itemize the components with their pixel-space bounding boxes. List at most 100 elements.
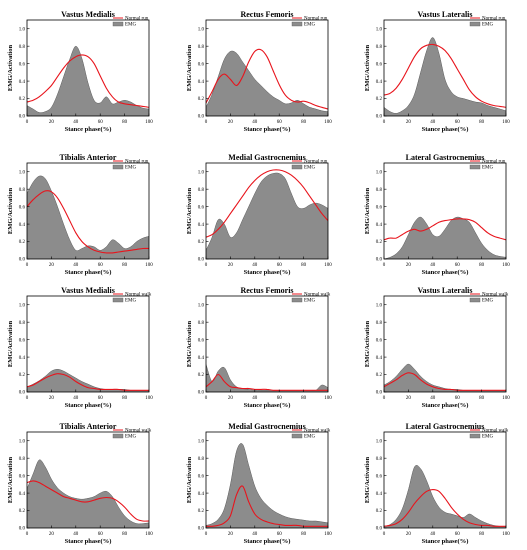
legend-label: Normal walk bbox=[304, 429, 331, 434]
y-axis-label: EMG/Activation bbox=[7, 188, 14, 235]
y-tick-label: 0.8 bbox=[19, 45, 26, 50]
legend-label: EMG bbox=[304, 435, 316, 440]
x-tick-label: 60 bbox=[98, 120, 104, 125]
y-tick-label: 1.0 bbox=[198, 439, 205, 444]
emg-area-series bbox=[27, 369, 149, 392]
chart-title: Tibialis Anterior bbox=[60, 153, 117, 162]
y-tick-label: 0.4 bbox=[19, 492, 26, 497]
x-axis-label: Stance phase(%) bbox=[244, 126, 291, 133]
plot-frame bbox=[26, 295, 150, 393]
activation-line-series bbox=[206, 485, 328, 527]
y-tick-label: 1.0 bbox=[19, 170, 26, 175]
activation-line-series bbox=[27, 480, 149, 522]
x-tick-label: 0 bbox=[383, 396, 386, 401]
chart-panel: Rectus Femoris 0 20 40 60 80 100 0.0 0.2 0.4 0.6 0.… bbox=[186, 286, 332, 409]
plot-frame bbox=[383, 19, 507, 117]
y-tick-label: 0.8 bbox=[19, 321, 26, 326]
chart-panel: Vastus Lateralis 0 20 40 60 80 100 0.0 0.2 0.4 0.6… bbox=[364, 286, 510, 409]
x-tick-label: 0 bbox=[26, 120, 29, 125]
legend-area-swatch bbox=[291, 21, 303, 27]
x-tick-label: 100 bbox=[324, 532, 332, 537]
chart-panel: Medial Gastrocnemius 0 20 40 60 80 100 0.0 0.2 0.… bbox=[186, 422, 332, 545]
chart-panel: Vastus Medialis 0 20 40 60 80 100 0.0 0.2 0.4 0.6 0… bbox=[7, 10, 153, 133]
activation-line-series bbox=[384, 489, 506, 527]
y-tick-label: 0.0 bbox=[376, 391, 383, 396]
x-tick-label: 80 bbox=[479, 263, 485, 268]
y-tick-label: 0.8 bbox=[19, 188, 26, 193]
x-tick-label: 80 bbox=[479, 532, 485, 537]
x-tick-label: 40 bbox=[430, 396, 436, 401]
legend-area-swatch bbox=[112, 297, 124, 303]
x-tick-label: 80 bbox=[122, 396, 128, 401]
emg-area-series bbox=[206, 364, 328, 392]
x-tick-label: 40 bbox=[252, 396, 258, 401]
chart-panel: Tibialis Anterior 0 20 40 60 80 100 0.0 0.2 0.4 0.… bbox=[7, 422, 153, 545]
x-tick-label: 20 bbox=[406, 396, 412, 401]
y-tick-label: 1.0 bbox=[198, 27, 205, 32]
y-tick-label: 0.0 bbox=[19, 115, 26, 120]
x-tick-label: 40 bbox=[430, 263, 436, 268]
legend-label: Normal run bbox=[482, 17, 506, 22]
y-tick-label: 0.0 bbox=[376, 115, 383, 120]
x-tick-label: 60 bbox=[277, 532, 283, 537]
y-tick-label: 0.2 bbox=[376, 509, 383, 514]
x-tick-label: 60 bbox=[455, 263, 461, 268]
y-tick-label: 1.0 bbox=[19, 27, 26, 32]
chart-panel: Tibialis Anterior 0 20 40 60 80 100 0.0 0.2 0.4 0.… bbox=[7, 153, 153, 276]
legend-label: EMG bbox=[304, 299, 316, 304]
y-tick-label: 0.6 bbox=[376, 338, 383, 343]
activation-line-series bbox=[206, 48, 328, 110]
x-tick-label: 20 bbox=[49, 263, 55, 268]
chart-title: Medial Gastrocnemius bbox=[228, 422, 305, 431]
x-tick-label: 60 bbox=[98, 263, 104, 268]
emg-area-series bbox=[206, 50, 328, 116]
legend-label: EMG bbox=[304, 166, 316, 171]
y-axis-label: EMG/Activation bbox=[186, 45, 193, 92]
y-tick-label: 0.2 bbox=[19, 373, 26, 378]
y-tick-label: 0.0 bbox=[198, 115, 205, 120]
x-tick-label: 40 bbox=[252, 263, 258, 268]
chart-panel: Lateral Gastrocnemius 0 20 40 60 80 100 0.0 0.2 0… bbox=[364, 153, 510, 276]
legend-area-swatch bbox=[469, 21, 481, 27]
y-tick-label: 0.2 bbox=[198, 509, 205, 514]
legend-area-swatch bbox=[112, 21, 124, 27]
x-tick-label: 60 bbox=[277, 120, 283, 125]
y-tick-label: 0.6 bbox=[19, 205, 26, 210]
y-tick-label: 0.8 bbox=[198, 457, 205, 462]
legend-area-swatch bbox=[291, 297, 303, 303]
y-tick-label: 0.6 bbox=[376, 205, 383, 210]
plot-frame bbox=[205, 431, 329, 529]
y-tick-label: 0.0 bbox=[198, 258, 205, 263]
plot-frame bbox=[205, 19, 329, 117]
legend-label: Normal run bbox=[125, 17, 149, 22]
y-axis-label: EMG/Activation bbox=[364, 188, 371, 235]
y-tick-label: 0.4 bbox=[198, 223, 205, 228]
activation-line-series bbox=[206, 169, 328, 238]
x-tick-label: 0 bbox=[26, 396, 29, 401]
y-tick-label: 0.8 bbox=[198, 188, 205, 193]
x-tick-label: 20 bbox=[406, 120, 412, 125]
x-tick-label: 0 bbox=[26, 532, 29, 537]
x-axis-label: Stance phase(%) bbox=[422, 269, 469, 276]
x-tick-label: 100 bbox=[502, 263, 510, 268]
x-tick-label: 80 bbox=[301, 263, 307, 268]
legend-label: EMG bbox=[125, 435, 137, 440]
x-tick-label: 40 bbox=[73, 396, 79, 401]
emg-area-series bbox=[384, 37, 506, 116]
y-tick-label: 0.8 bbox=[376, 457, 383, 462]
y-tick-label: 0.8 bbox=[198, 321, 205, 326]
x-tick-label: 60 bbox=[98, 396, 104, 401]
legend-area-swatch bbox=[469, 164, 481, 170]
x-tick-label: 100 bbox=[324, 120, 332, 125]
x-tick-label: 100 bbox=[502, 396, 510, 401]
y-tick-label: 0.6 bbox=[376, 474, 383, 479]
y-axis-label: EMG/Activation bbox=[186, 457, 193, 504]
x-tick-label: 40 bbox=[252, 532, 258, 537]
activation-line-series bbox=[27, 54, 149, 108]
